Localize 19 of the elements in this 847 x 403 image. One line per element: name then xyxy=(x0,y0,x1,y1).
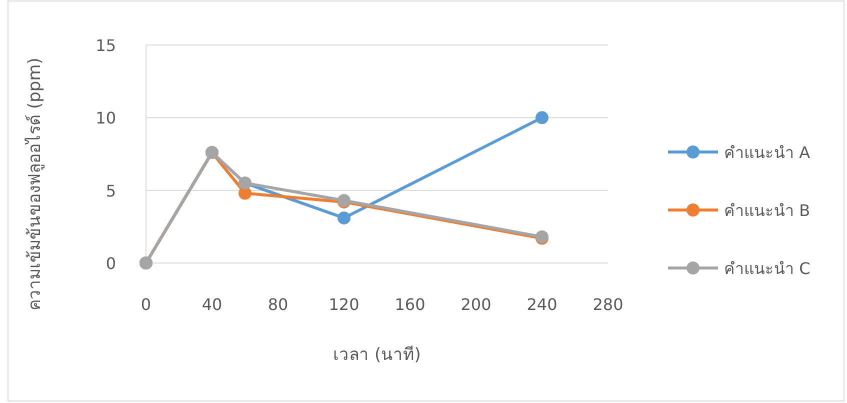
y-tick-label: 10 xyxy=(96,108,116,128)
point xyxy=(536,111,548,124)
legend-label: คำแนะนำ B xyxy=(724,201,810,220)
x-tick-label: 200 xyxy=(460,295,492,314)
y-tick-label: 15 xyxy=(96,36,116,55)
x-tick-label: 0 xyxy=(140,295,152,314)
y-axis-title: ความเข้มข้นของฟลูออไรด์ (ppm) xyxy=(24,58,45,310)
x-tick-label: 40 xyxy=(202,295,222,314)
y-tick-label: 0 xyxy=(106,254,116,273)
legend-label: คำแนะนำ C xyxy=(724,259,810,278)
x-tick-label: 280 xyxy=(592,295,624,314)
x-tick-label: 80 xyxy=(268,295,288,314)
x-tick-label: 240 xyxy=(526,295,558,314)
point xyxy=(338,211,350,224)
x-axis-title: เวลา (นาที) xyxy=(333,345,421,365)
legend-label: คำแนะนำ A xyxy=(724,143,810,162)
y-tick-label: 5 xyxy=(106,181,116,200)
x-tick-label: 160 xyxy=(394,295,426,314)
x-tick-label: 120 xyxy=(328,295,360,314)
